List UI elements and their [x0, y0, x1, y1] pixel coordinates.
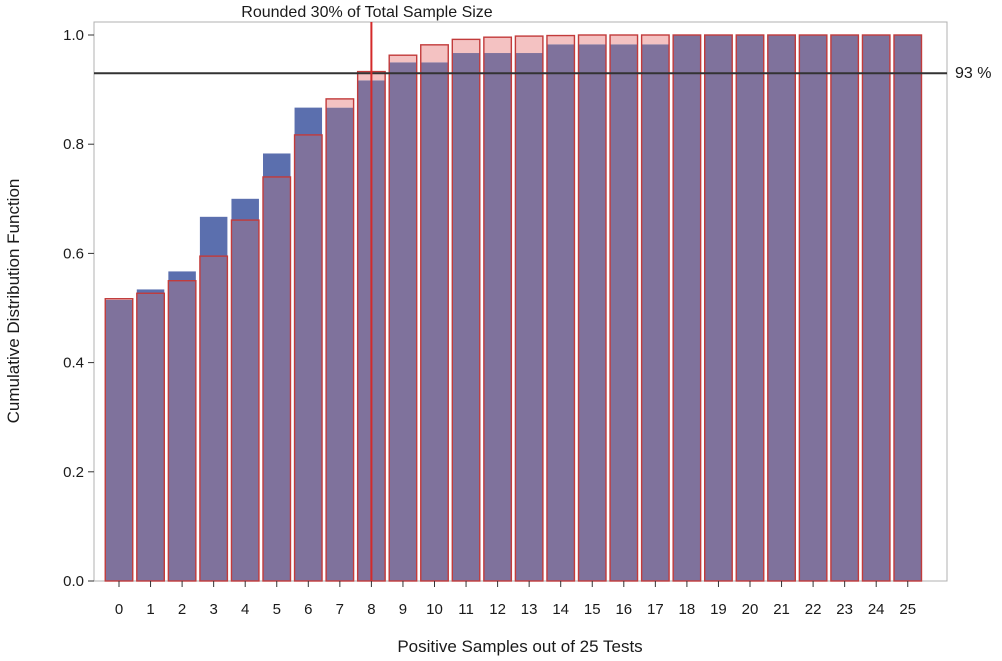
x-tick-label-16: 16 — [615, 601, 632, 618]
x-tick-label-21: 21 — [773, 601, 790, 618]
bar-series1-excess-2 — [168, 271, 196, 281]
bar-series2-excess-7 — [326, 98, 354, 108]
x-tick-label-18: 18 — [679, 601, 696, 618]
x-tick-label-1: 1 — [146, 601, 154, 618]
bar-series2-excess-12 — [483, 37, 512, 54]
x-tick-label-19: 19 — [710, 601, 727, 618]
bar-overlap-16 — [610, 44, 638, 582]
bar-overlap-3 — [199, 256, 228, 581]
x-tick-label-13: 13 — [521, 601, 538, 618]
reference-lines-layer — [94, 22, 947, 581]
bar-overlap-20 — [736, 35, 764, 581]
bar-series1-excess-6 — [294, 107, 323, 135]
bar-series2-excess-17 — [641, 35, 670, 45]
bar-overlap-14 — [546, 44, 575, 582]
x-tick-label-15: 15 — [584, 601, 601, 618]
x-tick-label-3: 3 — [209, 601, 217, 618]
x-tick-label-23: 23 — [836, 601, 853, 618]
bar-series1-excess-4 — [231, 198, 259, 221]
horizontal-reference-label: 93 % — [955, 65, 991, 82]
bar-overlap-23 — [830, 35, 859, 581]
y-tick-label-1.0: 1.0 — [63, 27, 84, 44]
vertical-reference-label: Rounded 30% of Total Sample Size — [241, 4, 493, 21]
bar-overlap-15 — [578, 44, 606, 582]
bar-overlap-4 — [231, 220, 259, 581]
bar-overlap-18 — [673, 35, 701, 581]
y-tick-label-0.8: 0.8 — [63, 136, 84, 153]
axes-layer: 0 1 2 3 4 5 6 7 8 9 10 11 12 13 14 15 16 17 18 19 20 21 22 23 24… — [63, 27, 916, 618]
x-tick-label-6: 6 — [304, 601, 312, 618]
bar-overlap-22 — [799, 35, 827, 581]
x-tick-label-17: 17 — [647, 601, 664, 618]
bar-overlap-0 — [105, 299, 133, 581]
bar-overlap-25 — [894, 35, 922, 581]
bar-series2-excess-15 — [578, 35, 606, 45]
y-tick-label-0.0: 0.0 — [63, 573, 84, 590]
x-tick-label-12: 12 — [489, 601, 506, 618]
bar-overlap-1 — [136, 293, 165, 581]
bar-series2-excess-10 — [420, 44, 449, 63]
x-tick-label-4: 4 — [241, 601, 249, 618]
x-tick-label-10: 10 — [426, 601, 443, 618]
y-tick-label-0.2: 0.2 — [63, 464, 84, 481]
bar-overlap-17 — [641, 44, 670, 582]
bar-overlap-24 — [862, 35, 890, 581]
x-axis-title: Positive Samples out of 25 Tests — [397, 637, 642, 656]
bar-series2-excess-16 — [610, 35, 638, 45]
bar-overlap-21 — [767, 35, 796, 581]
bar-overlap-12 — [483, 53, 512, 581]
bar-overlap-19 — [704, 35, 733, 581]
x-tick-label-11: 11 — [458, 601, 474, 618]
bar-overlap-6 — [294, 134, 323, 581]
x-tick-label-0: 0 — [115, 601, 123, 618]
bars-layer — [104, 34, 923, 582]
x-tick-label-22: 22 — [805, 601, 822, 618]
x-tick-label-20: 20 — [742, 601, 759, 618]
y-tick-label-0.6: 0.6 — [63, 245, 84, 262]
x-tick-label-14: 14 — [552, 601, 569, 618]
bar-series2-excess-13 — [515, 36, 543, 54]
bar-series2-excess-11 — [452, 39, 480, 54]
x-tick-label-24: 24 — [868, 601, 885, 618]
bar-series1-excess-1 — [136, 289, 165, 294]
x-tick-label-9: 9 — [399, 601, 407, 618]
y-tick-label-0.4: 0.4 — [63, 355, 84, 372]
bar-overlap-11 — [452, 53, 480, 581]
bar-overlap-13 — [515, 53, 543, 581]
x-tick-label-2: 2 — [178, 601, 186, 618]
bar-series2-excess-9 — [389, 55, 417, 63]
x-tick-label-25: 25 — [899, 601, 916, 618]
x-tick-label-8: 8 — [367, 601, 375, 618]
bar-overlap-10 — [420, 62, 449, 582]
x-tick-label-7: 7 — [336, 601, 344, 618]
bar-overlap-7 — [326, 107, 354, 582]
bar-overlap-2 — [168, 280, 196, 581]
x-tick-label-5: 5 — [273, 601, 281, 618]
bar-overlap-9 — [389, 62, 417, 582]
bar-overlap-5 — [263, 176, 291, 581]
bar-series1-excess-5 — [263, 153, 291, 177]
y-axis-title: Cumulative Distribution Function — [4, 179, 23, 424]
bar-series2-excess-14 — [546, 35, 575, 45]
bar-series1-excess-3 — [199, 216, 228, 257]
